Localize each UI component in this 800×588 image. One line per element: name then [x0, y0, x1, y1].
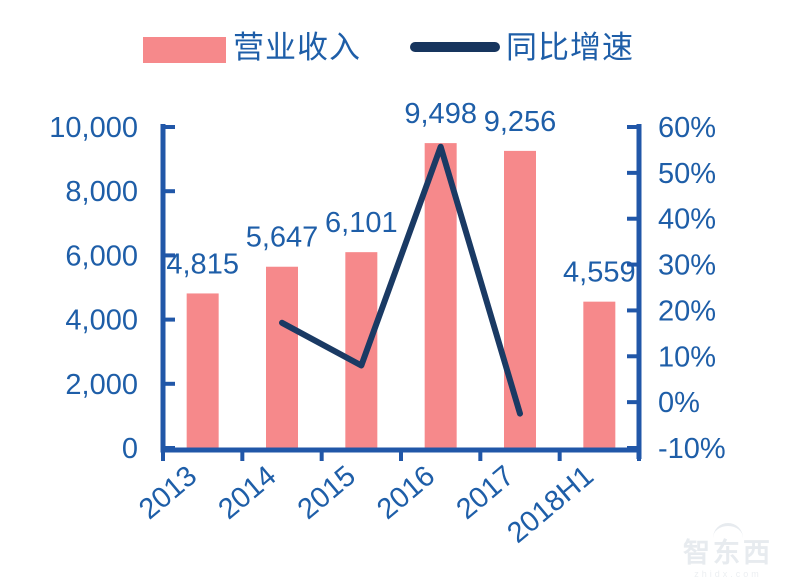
- revenue-bar: [345, 252, 378, 450]
- left-axis-tick-label: 10,000: [49, 112, 138, 144]
- growth-line: [279, 143, 523, 417]
- revenue-bar: [266, 266, 298, 450]
- revenue-bar: [424, 143, 457, 450]
- x-axis-label: 2018H1: [501, 460, 599, 550]
- revenue-bar: [583, 301, 616, 450]
- right-axis-tick-label: 50%: [658, 158, 716, 190]
- left-axis-tick-label: 6,000: [65, 240, 138, 272]
- bar-value-label: 4,815: [166, 248, 239, 280]
- bar-value-label: 4,559: [563, 257, 636, 289]
- left-axis-tick-label: 2,000: [65, 369, 138, 401]
- right-axis-tick-label: -10%: [658, 433, 726, 465]
- legend-label-growth: 同比增速: [506, 30, 634, 65]
- revenue-bar: [504, 150, 536, 451]
- bar-value-label: 6,101: [325, 207, 398, 239]
- legend-label-revenue: 营业收入: [233, 30, 361, 65]
- bar-value-label: 5,647: [246, 222, 319, 254]
- chart-legend: 营业收入 同比增速: [0, 28, 800, 72]
- left-axis-tick-label: 8,000: [65, 176, 138, 208]
- left-axis-tick-label: 0: [122, 433, 138, 465]
- bar-value-label: 9,498: [404, 98, 477, 130]
- right-axis-tick-label: 10%: [658, 341, 716, 373]
- x-axis-label: 2015: [292, 460, 362, 526]
- right-axis-tick-label: 40%: [658, 204, 716, 236]
- x-axis-label: 2013: [133, 460, 203, 526]
- right-axis-tick-label: 60%: [658, 112, 716, 144]
- left-axis-tick-label: 4,000: [65, 305, 138, 337]
- x-axis-label: 2016: [371, 460, 441, 526]
- growth-line-swatch: [410, 42, 500, 52]
- x-axis-label: 2017: [451, 460, 521, 526]
- right-axis-tick-label: 0%: [658, 387, 700, 419]
- right-axis-tick-label: 30%: [658, 250, 716, 282]
- revenue-bar: [186, 293, 219, 450]
- x-axis-label: 2014: [213, 460, 283, 526]
- bar-value-label: 9,256: [484, 106, 557, 138]
- right-axis-tick-label: 20%: [658, 295, 716, 327]
- revenue-bar-swatch: [143, 37, 226, 63]
